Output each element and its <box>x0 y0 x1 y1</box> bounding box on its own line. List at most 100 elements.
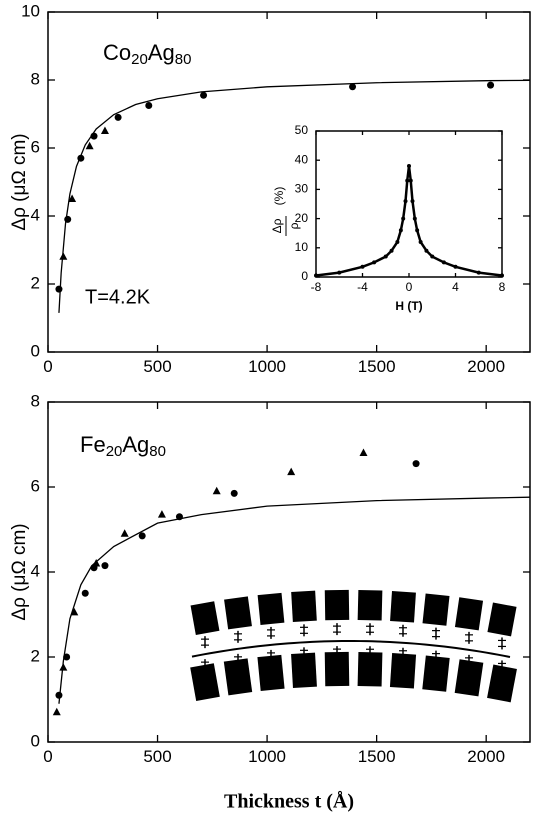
x-tick-label: 2000 <box>467 357 505 376</box>
y-tick-label: 0 <box>31 731 40 750</box>
dot-marker <box>360 264 365 269</box>
x-tick-label: 500 <box>143 357 171 376</box>
label-part: 80 <box>149 443 166 460</box>
layer-block <box>454 597 484 631</box>
dot-marker <box>412 216 417 221</box>
layer-block <box>257 592 285 625</box>
y-axis-label: Δρ (μΩ cm) <box>9 523 30 620</box>
circle-marker <box>138 532 146 540</box>
dot-marker <box>383 254 388 259</box>
circle-marker <box>114 113 122 121</box>
dot-marker <box>395 239 400 244</box>
dot-marker <box>389 248 394 253</box>
circle-marker <box>55 285 63 293</box>
triangle-marker <box>287 467 296 476</box>
circle-marker <box>412 460 420 468</box>
triangle-marker <box>120 529 129 537</box>
triangle-marker <box>70 607 79 616</box>
dot-marker <box>500 273 504 278</box>
layer-block <box>324 589 350 621</box>
circle-marker <box>230 489 238 497</box>
y-tick-label: 0 <box>301 269 308 283</box>
x-tick-label: 8 <box>499 280 506 294</box>
y-tick-label: 10 <box>21 1 40 20</box>
layer-block <box>487 602 517 637</box>
dot-marker <box>407 164 411 169</box>
plot-frame <box>47 11 531 353</box>
triangle-marker <box>359 448 368 456</box>
x-tick-label: 500 <box>143 747 171 766</box>
dot-marker <box>314 273 318 278</box>
dot-marker <box>418 239 423 244</box>
y-tick-label: 10 <box>295 240 309 254</box>
layer-block <box>390 591 416 623</box>
triangle-marker <box>68 194 77 202</box>
circle-marker <box>55 691 63 699</box>
y-tick-label: 4 <box>31 205 40 224</box>
y-tick-label: 6 <box>31 137 40 156</box>
triangle-marker <box>52 707 61 716</box>
x-axis-label: H (T) <box>395 299 422 313</box>
triangle-marker <box>212 486 221 495</box>
layer-block <box>324 651 350 687</box>
dot-marker <box>398 228 403 233</box>
dot-marker <box>372 260 377 265</box>
label-part: 20 <box>131 51 148 68</box>
x-tick-label: 0 <box>43 747 52 766</box>
dot-marker <box>410 199 415 204</box>
dot-marker <box>408 178 413 183</box>
layer-block <box>223 658 253 696</box>
layer-block <box>357 651 383 687</box>
label-part: 20 <box>106 443 123 460</box>
dot-marker <box>476 270 481 275</box>
layer-block <box>190 663 220 701</box>
circle-marker <box>200 91 208 99</box>
x-tick-label: 1000 <box>248 357 286 376</box>
y-tick-label: 40 <box>295 152 309 166</box>
schematic-line <box>191 640 511 658</box>
inset-background <box>316 131 502 277</box>
layer-block <box>422 593 450 626</box>
label-part: Δρ <box>270 218 284 233</box>
dot-marker <box>424 248 429 253</box>
triangle-marker <box>92 559 101 567</box>
dot-marker <box>415 228 420 233</box>
circle-marker <box>487 81 495 89</box>
fit-curve <box>58 496 531 704</box>
circle-marker <box>349 83 357 91</box>
dot-marker <box>401 216 406 221</box>
dot-marker <box>405 178 410 183</box>
x-tick-label: -8 <box>311 280 322 294</box>
circle-marker <box>81 589 89 597</box>
label-part: ρ <box>287 222 301 229</box>
triangle-marker <box>157 510 166 518</box>
layer-block <box>190 601 220 636</box>
layer-block <box>389 653 417 689</box>
x-tick-label: -4 <box>357 280 368 294</box>
y-tick-label: 8 <box>31 69 40 88</box>
dot-marker <box>337 270 342 275</box>
x-tick-label: 0 <box>43 357 52 376</box>
x-tick-label: 1500 <box>358 357 396 376</box>
layer-block <box>357 589 383 621</box>
fit-curve <box>58 79 531 313</box>
x-axis-label: Thickness t (Å) <box>224 790 354 813</box>
circle-marker <box>101 562 109 570</box>
triangle-marker <box>100 126 109 134</box>
dot-marker <box>441 260 446 265</box>
sample-label: Fe20Ag80 <box>80 432 166 460</box>
y-tick-label: 2 <box>31 273 40 292</box>
layer-block <box>224 596 252 630</box>
y-tick-label: 30 <box>295 182 309 196</box>
circle-marker <box>145 102 153 109</box>
temperature-label: T=4.2K <box>85 286 151 308</box>
dot-marker <box>453 264 458 269</box>
label-part: Co <box>103 40 131 65</box>
y-tick-label: 50 <box>295 123 309 137</box>
y-tick-label: 8 <box>31 391 40 410</box>
inset-y-label: Δρ ρ (%) <box>270 187 301 236</box>
label-part: Ag <box>122 432 149 457</box>
x-tick-label: 4 <box>452 280 459 294</box>
layer-block <box>291 590 317 622</box>
